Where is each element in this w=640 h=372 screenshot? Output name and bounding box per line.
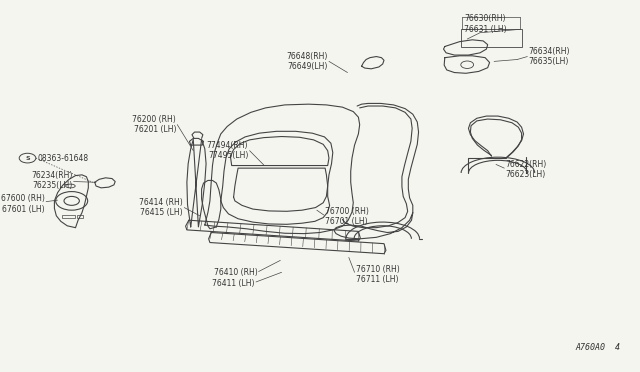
Bar xyxy=(77,215,83,218)
Text: 76622(RH)
76623(LH): 76622(RH) 76623(LH) xyxy=(506,160,547,179)
Text: 76411 (LH): 76411 (LH) xyxy=(212,279,255,288)
Text: 08363-61648: 08363-61648 xyxy=(37,154,88,163)
Text: 76700 (RH)
76701 (LH): 76700 (RH) 76701 (LH) xyxy=(325,207,369,226)
Bar xyxy=(62,215,75,218)
Text: 76634(RH)
76635(LH): 76634(RH) 76635(LH) xyxy=(529,47,570,66)
Text: 76710 (RH)
76711 (LH): 76710 (RH) 76711 (LH) xyxy=(356,265,399,284)
Text: S: S xyxy=(25,155,30,161)
Text: 67600 (RH)
67601 (LH): 67600 (RH) 67601 (LH) xyxy=(1,194,45,214)
Bar xyxy=(461,29,522,46)
Text: 76414 (RH)
76415 (LH): 76414 (RH) 76415 (LH) xyxy=(140,198,183,217)
Text: 76630(RH)
76631 (LH): 76630(RH) 76631 (LH) xyxy=(464,14,507,33)
Text: 76648(RH)
76649(LH): 76648(RH) 76649(LH) xyxy=(286,52,328,71)
Text: 76410 (RH): 76410 (RH) xyxy=(214,268,257,277)
Text: 76234(RH)
76235(LH): 76234(RH) 76235(LH) xyxy=(31,171,72,190)
Text: 76200 (RH)
76201 (LH): 76200 (RH) 76201 (LH) xyxy=(132,115,176,134)
Text: A760A0  4: A760A0 4 xyxy=(576,343,621,352)
Text: 77494(RH)
77495(LH): 77494(RH) 77495(LH) xyxy=(207,141,248,160)
